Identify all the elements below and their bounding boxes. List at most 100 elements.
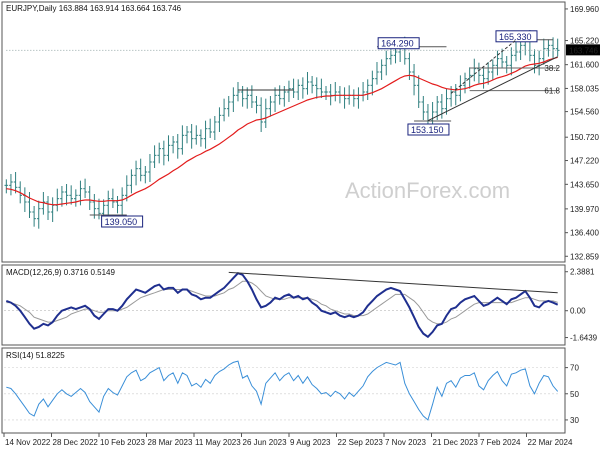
price-y-tick-label: 147.220 bbox=[570, 157, 599, 166]
price-bar bbox=[217, 107, 222, 132]
price-bar bbox=[324, 86, 328, 100]
annotation-165330-box bbox=[495, 30, 538, 43]
price-bar bbox=[375, 62, 379, 85]
macd-panel-title: MACD(12,26,9) 0.3716 0.5149 bbox=[6, 268, 116, 277]
price-bar bbox=[55, 188, 60, 212]
projection-dashed-line bbox=[450, 39, 517, 94]
price-bar bbox=[532, 49, 537, 74]
price-bar bbox=[384, 50, 389, 76]
price-bar bbox=[301, 77, 305, 99]
annotation-164290-box bbox=[377, 37, 420, 50]
price-bar bbox=[60, 186, 64, 207]
price-series-layer: 164.290 165.330 153.150 139.050 38.2 61.8 bbox=[4, 30, 561, 229]
price-bar bbox=[481, 67, 486, 89]
price-bar bbox=[222, 98, 226, 122]
price-bar bbox=[120, 187, 124, 216]
price-bar bbox=[319, 78, 324, 98]
x-tick-label: 11 May 2023 bbox=[195, 438, 241, 447]
annotation-139050-box bbox=[101, 215, 144, 228]
price-bar bbox=[231, 87, 236, 112]
x-tick-label: 26 Jun 2023 bbox=[243, 438, 288, 447]
macd-y-tick-label: 0.00 bbox=[570, 307, 586, 316]
price-y-tick-label: 132.859 bbox=[570, 252, 599, 261]
price-bar bbox=[416, 75, 421, 108]
price-bar bbox=[486, 62, 490, 85]
price-bar bbox=[185, 126, 189, 144]
annotation-153150: 153.150 bbox=[411, 125, 444, 135]
rsi-y-tick-label: 70 bbox=[570, 364, 579, 373]
price-bar bbox=[69, 185, 73, 205]
price-bar bbox=[194, 125, 199, 145]
fib-38-label: 38.2 bbox=[544, 64, 560, 73]
price-bar bbox=[138, 158, 143, 182]
annotation-165330: 165.330 bbox=[499, 32, 532, 42]
price-bar bbox=[268, 96, 273, 117]
price-bar bbox=[263, 98, 268, 128]
macd-y-tick-label: -1.6439 bbox=[570, 334, 598, 343]
rsi-panel-title: RSI(14) 51.8225 bbox=[6, 351, 65, 360]
price-bar bbox=[379, 59, 384, 80]
price-bar bbox=[504, 56, 509, 74]
price-y-tick-label: 143.650 bbox=[570, 180, 599, 189]
current-price-label: 163.746 bbox=[569, 46, 598, 55]
price-bar bbox=[97, 198, 101, 220]
price-bar bbox=[305, 72, 310, 95]
price-bar bbox=[64, 184, 69, 206]
price-bar bbox=[546, 39, 551, 57]
price-bar bbox=[111, 188, 115, 208]
macd-trendline bbox=[228, 271, 558, 294]
price-bar bbox=[477, 62, 481, 84]
price-bar bbox=[314, 77, 319, 99]
price-bar bbox=[74, 189, 78, 207]
axis-layer: 169.960 165.220 161.600 158.035 154.560 150.7… bbox=[3, 5, 600, 447]
price-bar bbox=[171, 136, 175, 154]
price-y-tick-label: 136.400 bbox=[570, 229, 599, 238]
price-bar bbox=[27, 192, 32, 218]
price-bar bbox=[463, 72, 467, 94]
price-bar bbox=[259, 97, 263, 132]
x-tick-label: 14 Nov 2022 bbox=[5, 438, 51, 447]
price-bar bbox=[157, 142, 162, 164]
price-bar bbox=[203, 120, 208, 149]
macd-y-tick-label: 2.3881 bbox=[570, 268, 595, 277]
price-bar bbox=[236, 82, 240, 102]
price-bar bbox=[310, 76, 314, 94]
price-bar bbox=[472, 58, 477, 82]
price-bar bbox=[115, 196, 120, 214]
price-panel-title: EURJPY,Daily 163.884 163.914 163.664 163… bbox=[6, 4, 182, 13]
price-bar bbox=[491, 59, 495, 80]
price-bar bbox=[291, 78, 296, 98]
price-bar bbox=[254, 96, 259, 114]
x-tick-label: 28 Dec 2022 bbox=[53, 438, 99, 447]
price-bar bbox=[245, 87, 250, 109]
price-bar bbox=[9, 174, 13, 196]
price-bar bbox=[287, 80, 291, 102]
price-y-tick-label: 154.560 bbox=[570, 108, 599, 117]
price-bar bbox=[421, 96, 426, 120]
x-tick-label: 22 Mar 2024 bbox=[528, 438, 573, 447]
price-bar bbox=[296, 79, 301, 100]
price-bar bbox=[213, 116, 217, 140]
price-bar bbox=[208, 118, 212, 138]
price-y-tick-label: 165.220 bbox=[570, 37, 599, 46]
price-bar bbox=[152, 145, 157, 168]
price-bar bbox=[148, 154, 152, 182]
price-bar bbox=[83, 178, 87, 198]
price-bar bbox=[189, 124, 194, 149]
rsi-panel-frame bbox=[1, 347, 566, 434]
price-bar bbox=[36, 200, 41, 229]
current-price-box bbox=[566, 44, 600, 56]
price-bar bbox=[282, 86, 287, 107]
watermark: ActionForex.com bbox=[345, 178, 510, 203]
price-y-tick-label: 161.600 bbox=[570, 61, 599, 70]
price-bar bbox=[453, 84, 458, 106]
price-bar bbox=[199, 129, 203, 147]
rsi-y-tick-label: 50 bbox=[570, 390, 579, 399]
price-bar bbox=[129, 169, 134, 194]
price-bar bbox=[180, 125, 185, 155]
rsi-y-tick-label: 30 bbox=[570, 416, 579, 425]
price-bar bbox=[555, 38, 560, 57]
price-bar bbox=[240, 86, 245, 107]
price-y-tick-label: 139.970 bbox=[570, 205, 599, 214]
